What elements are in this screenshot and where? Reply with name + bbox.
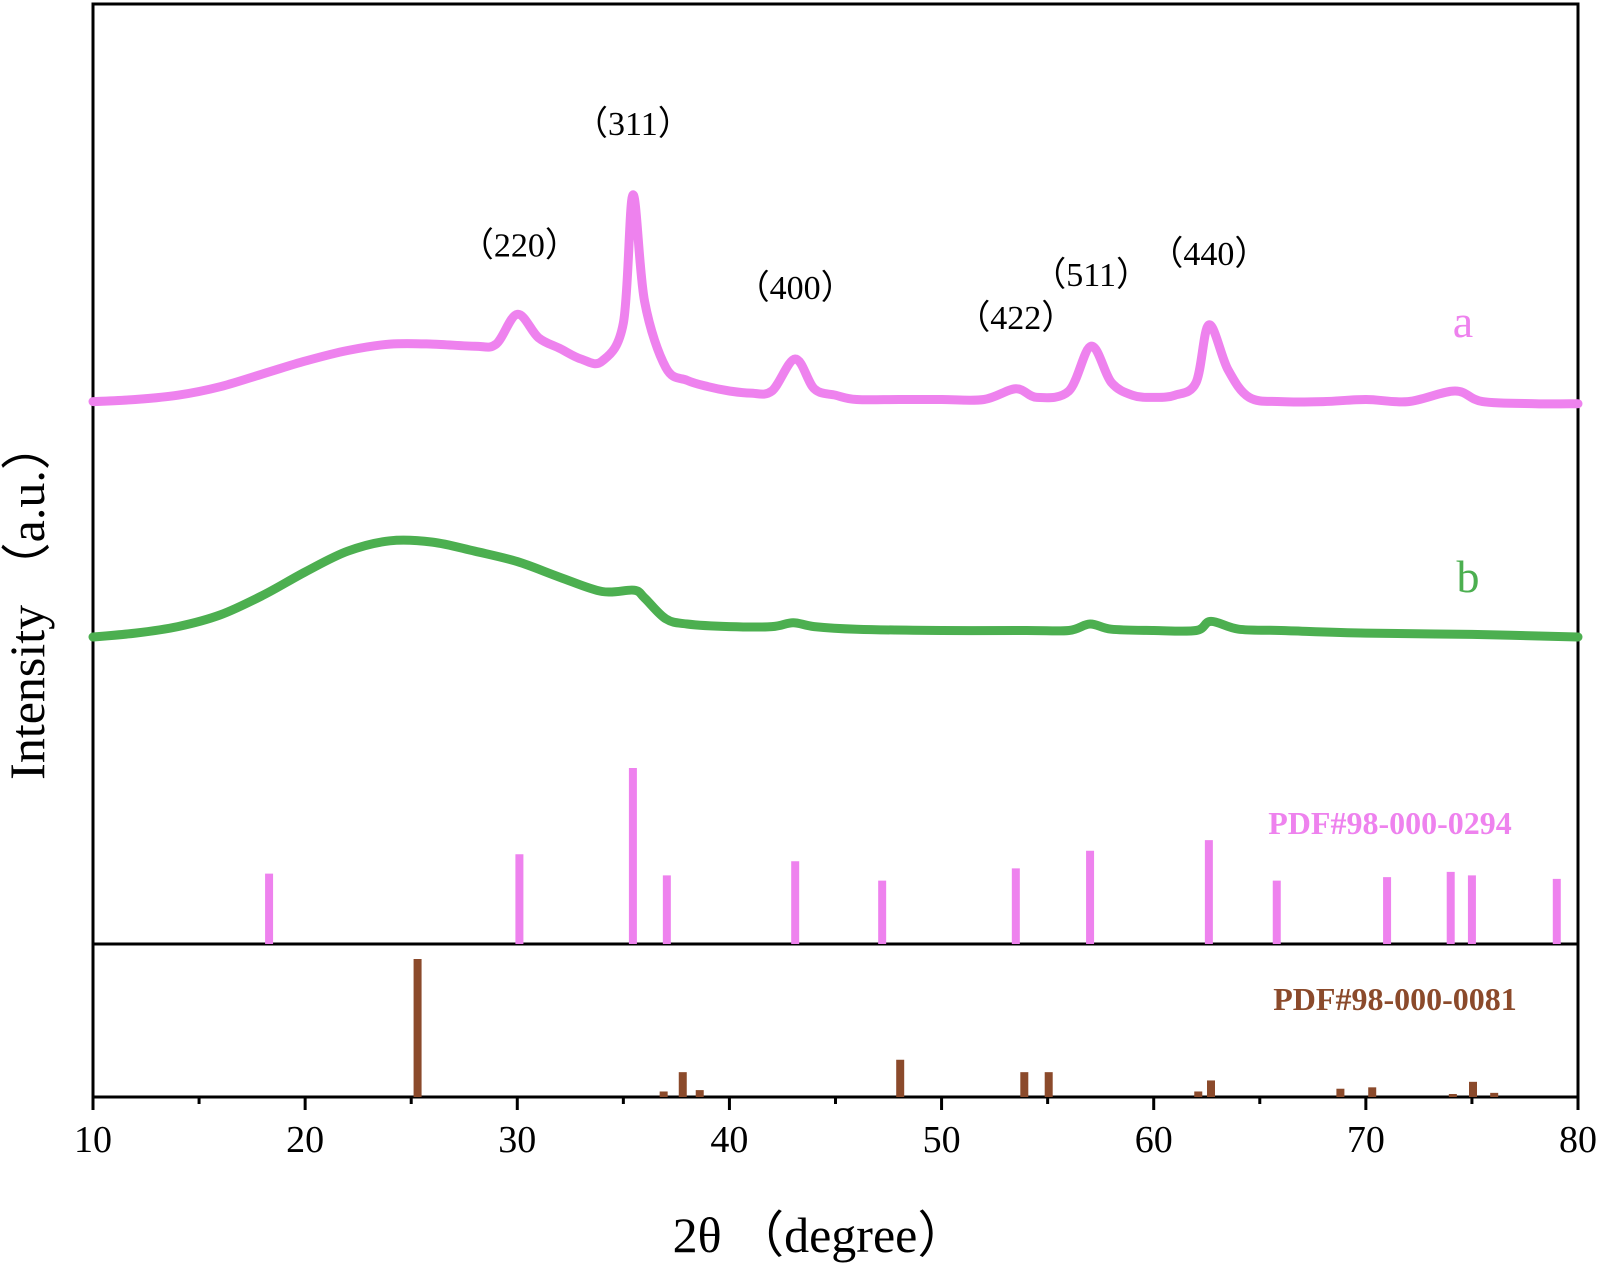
- x-tick-label-50: 50: [923, 1119, 961, 1161]
- x-tick-label-20: 20: [286, 1119, 324, 1161]
- curve-label-a: a: [1453, 296, 1473, 347]
- x-tick-label-40: 40: [710, 1119, 748, 1161]
- reference-label-0081: PDF#98-000-0081: [1273, 981, 1517, 1017]
- plot-frame: [91, 2, 1580, 1099]
- peak-label-1: （311）: [574, 105, 692, 143]
- peak-label-2: （400）: [736, 269, 855, 307]
- x-tick-label-70: 70: [1347, 1119, 1385, 1161]
- reference-lines: [265, 768, 1561, 1097]
- x-tick-label-10: 10: [74, 1119, 112, 1161]
- peak-label-4: （511）: [1032, 256, 1150, 294]
- x-tick-label-60: 60: [1135, 1119, 1173, 1161]
- x-tick-label-80: 80: [1559, 1119, 1597, 1161]
- x-tick-label-30: 30: [498, 1119, 536, 1161]
- curve-label-b: b: [1457, 551, 1480, 602]
- series-line-b: [88, 535, 1583, 642]
- peak-label-0: （220）: [460, 227, 579, 265]
- x-axis-title: 2θ （degree）: [673, 1207, 968, 1263]
- series-line-a: [88, 190, 1583, 409]
- peak-label-3: （422）: [956, 299, 1075, 337]
- reference-label-0294: PDF#98-000-0294: [1268, 805, 1512, 841]
- series-curves: [88, 190, 1583, 642]
- peak-label-5: （440）: [1149, 235, 1268, 273]
- y-axis-title: Intensity （a.u.）: [0, 420, 55, 780]
- peak-labels: （220） （311） （400） （422） （511）（440）: [460, 105, 1268, 337]
- x-axis-ticks: 10 20 30 40 50 60 70 80: [74, 1097, 1597, 1161]
